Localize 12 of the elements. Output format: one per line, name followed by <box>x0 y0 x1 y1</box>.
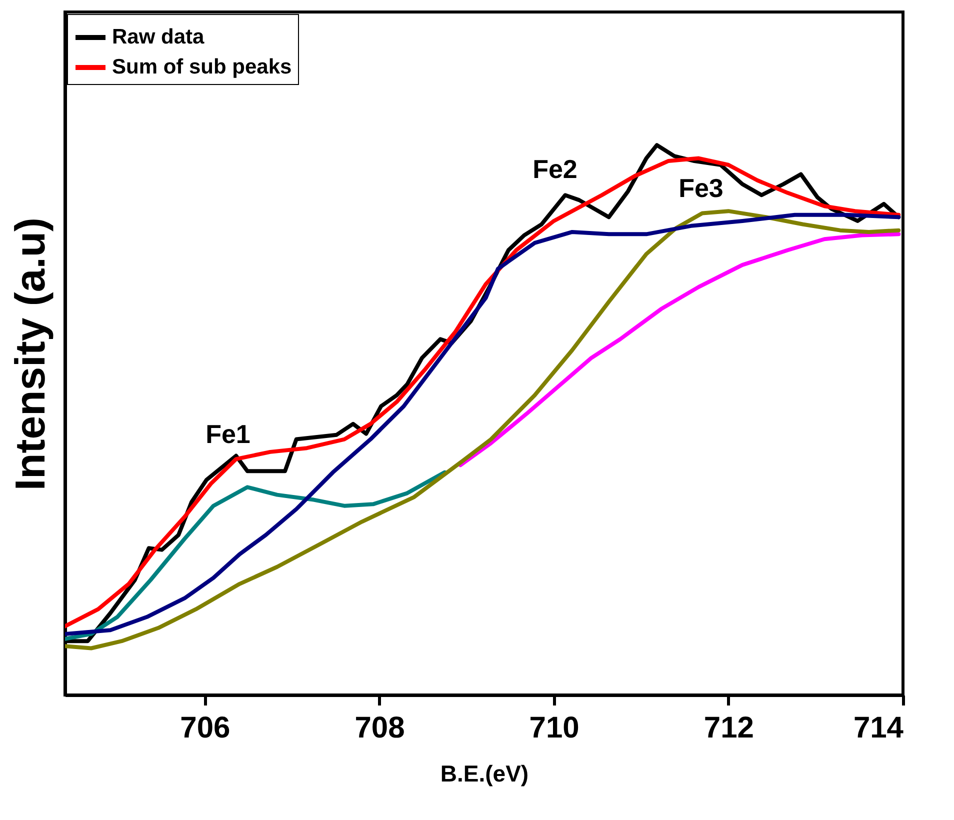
y-axis-title: Intensity (a.u) <box>6 217 54 491</box>
x-tick-label: 714 <box>853 712 904 744</box>
legend-label: Raw data <box>112 26 205 48</box>
annotation: Fe2 <box>532 154 578 184</box>
x-axis-title: B.E.(eV) <box>440 760 529 786</box>
annotation: Fe3 <box>678 173 724 203</box>
legend-label: Sum of sub peaks <box>112 56 292 78</box>
x-tick-label: 708 <box>354 712 405 744</box>
annotation: Fe1 <box>206 419 250 449</box>
x-tick-label: 706 <box>180 712 230 744</box>
x-tick-label: 712 <box>704 712 754 744</box>
x-tick-label: 710 <box>529 712 580 744</box>
